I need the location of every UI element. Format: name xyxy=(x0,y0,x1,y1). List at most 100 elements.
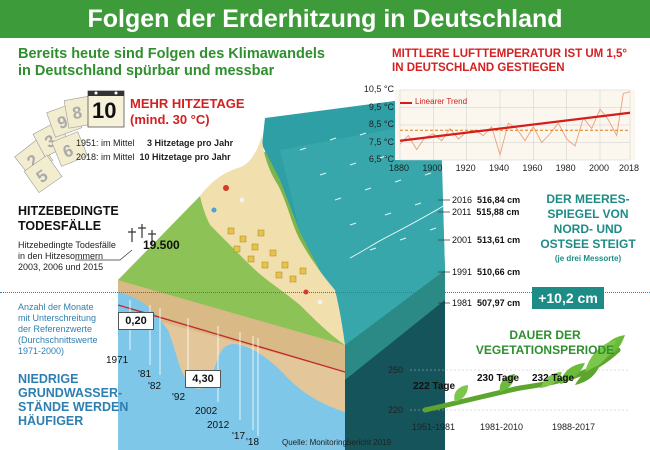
calendar-icon: 2 3 5 9 6 8 xyxy=(14,90,125,194)
hitzetage-heading-1: MEHR HITZETAGE xyxy=(130,96,245,111)
veg-data-label: 232 Tage xyxy=(532,373,574,384)
sea-row: 1991 510,66 cm xyxy=(452,267,520,277)
temp-y-tick: 7,5 °C xyxy=(368,136,394,147)
hitzetage-row2-value: 10 Hitzetage pro Jahr xyxy=(139,152,231,162)
reference-line xyxy=(117,304,346,373)
sea-year: 2001 xyxy=(452,235,473,245)
hitzetage-row1-label: 1951: im Mittel xyxy=(76,138,135,148)
sea-year: 2011 xyxy=(452,207,472,217)
sea-year: 1991 xyxy=(452,267,473,277)
sea-row: 1981 507,97 cm xyxy=(452,298,520,308)
vegetation-heading-2: VEGETATIONSPERIODE xyxy=(475,343,615,357)
source-text: Quelle: Monitoringbericht 2019 xyxy=(282,438,391,447)
groundwater-layer xyxy=(118,292,345,450)
grundwasser-note-1: Anzahl der Monate xyxy=(18,302,94,312)
todesfaelle-text-3: 2003, 2006 und 2015 xyxy=(18,262,104,272)
sea-heading-1: DER MEERES- xyxy=(546,192,630,206)
grundwasser-note-5: 1971-2000) xyxy=(18,346,65,356)
hitzetage-heading-2: (mind. 30 °C) xyxy=(130,112,210,127)
grundwasser-note-3: der Referenzwerte xyxy=(18,324,93,334)
grundwasser-note: Anzahl der Monate mit Unterschreitung de… xyxy=(18,302,98,357)
intro-heading: Bereits heute sind Folgen des Klimawande… xyxy=(18,46,325,80)
sea-year: 1981 xyxy=(452,298,473,308)
year-label: '92 xyxy=(172,392,186,403)
svg-text:8: 8 xyxy=(71,103,84,123)
temp-y-tick: 6,5 °C xyxy=(368,154,394,164)
sea-value: 516,84 cm xyxy=(477,195,521,205)
year-label: '82 xyxy=(148,381,162,392)
divider-line xyxy=(0,292,650,293)
sea-row: 2016 516,84 cm xyxy=(452,195,520,205)
sea-value: 513,61 cm xyxy=(477,235,521,245)
sea-badge: +10,2 cm xyxy=(532,287,604,309)
temperature-chart xyxy=(395,89,635,161)
sea-subheading: (je drei Messorte) xyxy=(554,254,622,263)
sea-year: 2016 xyxy=(452,195,473,205)
grundwasser-value-low: 0,20 xyxy=(118,312,154,330)
veg-data-label-2: 230 Tage xyxy=(477,373,520,384)
year-label: 2012 xyxy=(207,420,230,431)
grundwasser-heading-1: NIEDRIGE xyxy=(18,372,79,386)
temp-x-tick: 1900 xyxy=(422,163,443,173)
temperature-heading: MITTLERE LUFTTEMPERATUR IST UM 1,5° IN D… xyxy=(392,47,627,75)
todesfaelle-text: Hitzebedingte Todesfälle in den Hitzesom… xyxy=(18,240,116,273)
sea-value: 510,66 cm xyxy=(477,267,521,277)
year-label: '81 xyxy=(138,369,152,380)
veg-y-tick: 220 xyxy=(388,405,404,415)
veg-data-label: 230 Tage xyxy=(477,373,519,384)
todesfaelle-heading: HITZEBEDINGTE TODESFÄLLE xyxy=(18,204,119,234)
year-label: '17 xyxy=(232,431,246,442)
vegetation-heading-1: DAUER DER xyxy=(509,328,581,342)
veg-x-tick: 1988-2017 xyxy=(552,422,596,432)
year-label: 1971 xyxy=(106,355,129,366)
grundwasser-heading-3: STÄNDE WERDEN xyxy=(18,400,129,414)
temperature-heading-1: MITTLERE LUFTTEMPERATUR IST UM 1,5° xyxy=(392,48,628,60)
intro-line-2: in Deutschland spürbar und messbar xyxy=(18,63,275,79)
temp-x-tick: 1880 xyxy=(389,163,410,173)
grundwasser-value-high: 4,30 xyxy=(185,370,221,388)
hitzetage-heading: MEHR HITZETAGE (mind. 30 °C) xyxy=(130,96,245,128)
todesfaelle-heading-1: HITZEBEDINGTE xyxy=(18,204,119,218)
year-label: '18 xyxy=(246,437,260,448)
cross-icons xyxy=(128,224,156,244)
todesfaelle-text-2: in den Hitzesommern xyxy=(18,251,104,261)
veg-y-tick: 250 xyxy=(388,365,404,375)
temp-x-tick: 1980 xyxy=(555,163,576,173)
sea-heading-2: SPIEGEL VON xyxy=(547,207,629,221)
sea-row: 2011 515,88 cm xyxy=(452,207,519,217)
vegetation-chart xyxy=(410,335,630,413)
trend-series xyxy=(399,111,631,142)
sea-heading-4: OSTSEE STEIGT xyxy=(540,237,636,251)
sea-value: 507,97 cm xyxy=(477,298,521,308)
temp-x-tick: 1960 xyxy=(522,163,543,173)
hitzetage-row1-value: 3 Hitzetage pro Jahr xyxy=(147,138,234,148)
temp-x-tick: 1940 xyxy=(489,163,510,173)
year-label: 2002 xyxy=(195,406,218,417)
sea-heading-3: NORD- UND xyxy=(553,222,623,236)
todesfaelle-text-1: Hitzebedingte Todesfälle xyxy=(18,240,116,250)
beach-chairs xyxy=(227,227,307,283)
intro-line-1: Bereits heute sind Folgen des Klimawande… xyxy=(18,46,325,62)
temperature-legend: Linearer Trend xyxy=(415,97,468,106)
grundwasser-heading-4: HÄUFIGER xyxy=(18,414,84,428)
todesfaelle-value: 19.500 xyxy=(143,238,180,252)
grundwasser-heading-2: GRUNDWASSER- xyxy=(18,386,123,400)
temperature-heading-2: IN DEUTSCHLAND GESTIEGEN xyxy=(392,62,565,74)
temp-x-tick: 2000 xyxy=(589,163,610,173)
temp-y-tick: 9,5 °C xyxy=(368,101,394,112)
page-title: Folgen der Erderhitzung in Deutschland xyxy=(0,0,650,38)
veg-data-label-1: 222 Tage xyxy=(413,381,456,392)
sea-heading: DER MEERES- SPIEGEL VON NORD- UND OSTSEE… xyxy=(532,192,644,252)
veg-data-label-3: 232 Tage xyxy=(532,373,575,384)
veg-data-label: 222 Tage xyxy=(413,381,455,392)
hitzetage-stats: 1951: im Mittel 3 Hitzetage pro Jahr 201… xyxy=(76,138,256,163)
temp-x-tick: 2018 xyxy=(619,163,640,173)
sea-value: 515,88 cm xyxy=(476,207,520,217)
sea-row: 2001 513,61 cm xyxy=(452,235,520,245)
hitzetage-row2-label: 2018: im Mittel xyxy=(76,152,135,162)
veg-x-tick: 1951-1981 xyxy=(412,422,456,432)
grundwasser-note-4: (Durchschnittswerte xyxy=(18,335,98,345)
todesfaelle-heading-2: TODESFÄLLE xyxy=(18,219,102,233)
calendar-number: 10 xyxy=(92,98,117,123)
